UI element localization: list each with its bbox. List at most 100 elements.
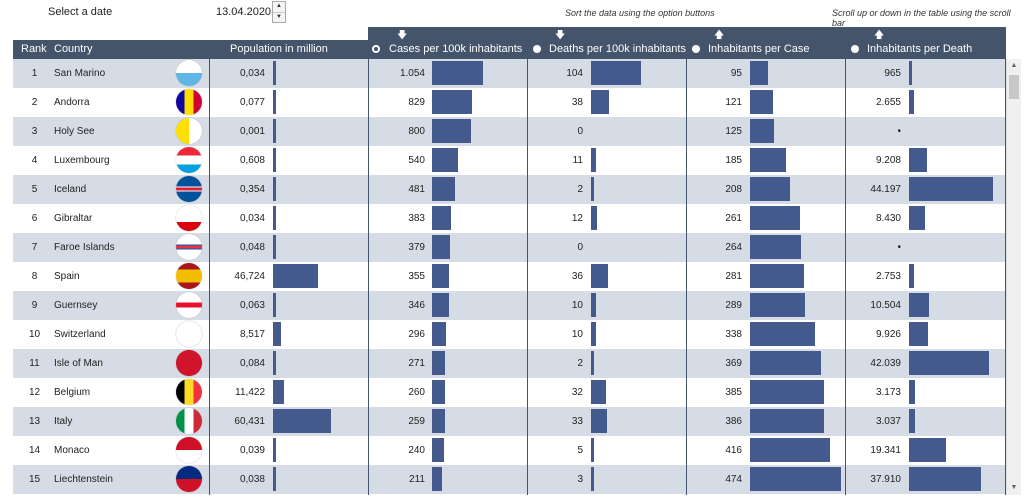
population-bar [273, 351, 276, 375]
population-bar [273, 467, 276, 491]
population-bar [273, 264, 318, 288]
population-cell: 46,724 [234, 271, 265, 282]
inhabitants-per-death-cell: 965 [884, 68, 901, 79]
deaths-bar [591, 322, 596, 346]
sort-radio-inhabitants-per-death[interactable] [851, 45, 859, 53]
deaths-cell: 32 [571, 387, 583, 398]
population-bar [273, 409, 331, 433]
col-inh-case-header: Inhabitants per Case [708, 43, 810, 55]
deaths-cell: 10 [571, 300, 583, 311]
flag-luxembourg-icon [176, 147, 202, 173]
inhabitants-per-case-cell: 416 [725, 445, 742, 456]
population-cell: 0,608 [239, 155, 265, 166]
spin-down-icon[interactable]: ▼ [276, 13, 282, 20]
rank-cell: 6 [31, 213, 38, 224]
population-bar [273, 148, 276, 172]
sort-desc-arrow-icon: 🡇 [555, 30, 566, 41]
deaths-bar [591, 177, 594, 201]
deaths-bar [591, 409, 607, 433]
rank-cell: 1 [31, 68, 38, 79]
inhabitants-per-case-bar [750, 177, 790, 201]
population-cell: 0,038 [239, 474, 265, 485]
table-row: 1 San Marino 0,034 1.054 104 95 965 [13, 59, 1005, 88]
inhabitants-per-case-bar [750, 206, 800, 230]
flag-faroe-islands-icon [176, 234, 202, 260]
deaths-bar [591, 467, 594, 491]
inhabitants-per-case-cell: 386 [725, 416, 742, 427]
country-cell: Gibraltar [54, 213, 93, 224]
flag-andorra-icon [176, 89, 202, 115]
flag-spain-icon [176, 263, 202, 289]
country-cell: Italy [54, 416, 73, 427]
sort-radio-deaths[interactable] [533, 45, 541, 53]
inhabitants-per-death-bar [909, 177, 993, 201]
rank-cell: 14 [28, 445, 41, 456]
table-row: 15 Liechtenstein 0,038 211 3 474 37.910 [13, 465, 1005, 494]
sort-radio-inhabitants-per-case[interactable] [692, 45, 700, 53]
inhabitants-per-death-cell: 9.208 [875, 155, 901, 166]
date-label: Select a date [48, 6, 113, 18]
population-bar [273, 119, 276, 143]
cases-cell: 271 [408, 358, 425, 369]
sort-asc-arrow-icon: 🡅 [874, 30, 885, 41]
inhabitants-per-case-bar [750, 322, 815, 346]
population-cell: 0,048 [239, 242, 265, 253]
table-row: 5 Iceland 0,354 481 2 208 44.197 [13, 175, 1005, 204]
cases-bar [432, 438, 444, 462]
table-row: 2 Andorra 0,077 829 38 121 2.655 [13, 88, 1005, 117]
cases-cell: 540 [408, 155, 425, 166]
cases-cell: 355 [408, 271, 425, 282]
deaths-bar [591, 351, 594, 375]
table-scrollbar[interactable]: ▲ ▼ [1006, 59, 1021, 495]
population-cell: 8,517 [239, 329, 265, 340]
cases-bar [432, 264, 449, 288]
inhabitants-per-death-bar [909, 351, 989, 375]
column-divider [845, 27, 846, 495]
deaths-bar [591, 90, 609, 114]
inhabitants-per-death-bar [909, 148, 927, 172]
rank-cell: 4 [31, 155, 38, 166]
country-cell: Luxembourg [54, 155, 110, 166]
table-row: 4 Luxembourg 0,608 540 11 185 9.208 [13, 146, 1005, 175]
inhabitants-per-death-cell: 44.197 [870, 184, 901, 195]
rank-cell: 8 [31, 271, 38, 282]
sort-radio-cases[interactable] [372, 45, 380, 53]
inhabitants-per-death-cell: 10.504 [870, 300, 901, 311]
rank-cell: 2 [31, 97, 38, 108]
flag-isle-of-man-icon [176, 350, 202, 376]
population-cell: 0,034 [239, 213, 265, 224]
country-cell: Switzerland [54, 329, 106, 340]
flag-guernsey-icon [176, 292, 202, 318]
deaths-cell: 38 [571, 97, 583, 108]
column-divider [368, 27, 369, 495]
country-cell: Faroe Islands [54, 242, 115, 253]
deaths-bar [591, 61, 641, 85]
scroll-thumb[interactable] [1009, 75, 1019, 99]
inhabitants-per-death-bar [909, 467, 981, 491]
scroll-down-icon[interactable]: ▼ [1010, 484, 1018, 491]
inhabitants-per-death-bar [909, 322, 928, 346]
inhabitants-per-death-cell: • [897, 242, 901, 253]
inhabitants-per-death-bar [909, 206, 925, 230]
column-divider [1005, 27, 1006, 495]
population-bar [273, 61, 276, 85]
scroll-up-icon[interactable]: ▲ [1010, 62, 1018, 69]
deaths-cell: 12 [571, 213, 583, 224]
flag-monaco-icon [176, 437, 202, 463]
cases-bar [432, 177, 455, 201]
inhabitants-per-death-bar [909, 264, 914, 288]
table-row: 7 Faroe Islands 0,048 379 0 264 • [13, 233, 1005, 262]
inhabitants-per-death-cell: 2.655 [875, 97, 901, 108]
inhabitants-per-death-cell: 42.039 [870, 358, 901, 369]
flag-liechtenstein-icon [176, 466, 202, 492]
flag-italy-icon [176, 408, 202, 434]
spin-up-icon[interactable]: ▲ [273, 2, 285, 13]
sort-asc-arrow-icon: 🡅 [714, 30, 725, 41]
rank-cell: 13 [28, 416, 41, 427]
date-spinner[interactable]: ▲ ▼ [272, 1, 286, 23]
deaths-cell: 104 [566, 68, 583, 79]
table-row: 9 Guernsey 0,063 346 10 289 10.504 [13, 291, 1005, 320]
column-divider [527, 27, 528, 495]
cases-bar [432, 351, 445, 375]
table-row: 14 Monaco 0,039 240 5 416 19.341 [13, 436, 1005, 465]
